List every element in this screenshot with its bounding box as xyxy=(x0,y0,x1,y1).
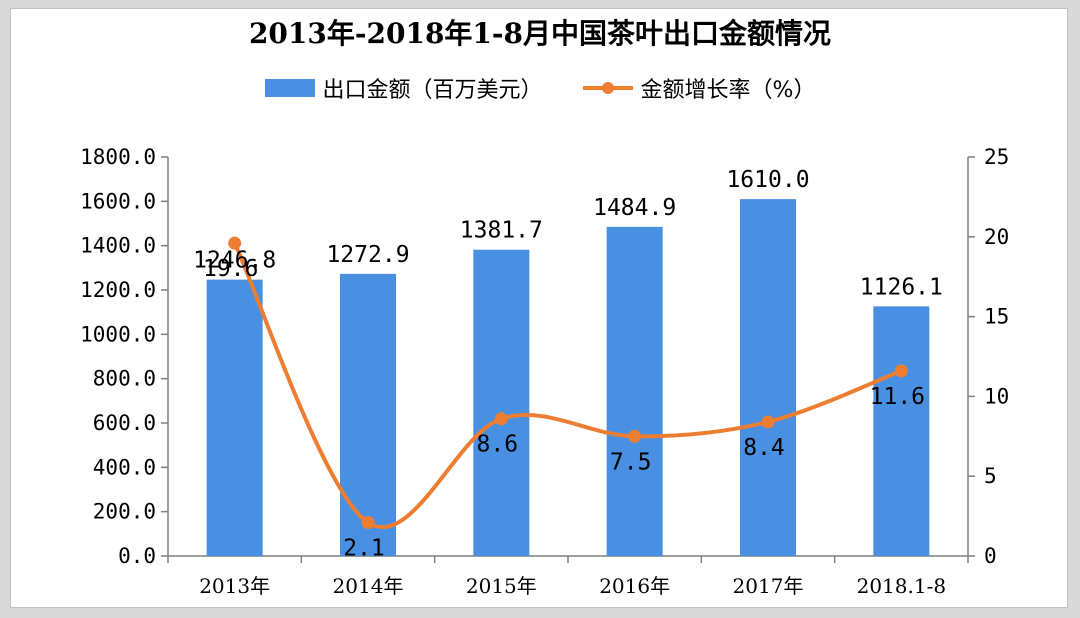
y-right-tick-label: 15 xyxy=(984,305,1009,329)
y-left-tick-label: 400.0 xyxy=(93,455,156,479)
growth-rate-point xyxy=(228,236,242,250)
y-right-tick-label: 10 xyxy=(984,384,1009,408)
legend-label-export-value: 出口金额（百万美元） xyxy=(322,78,543,103)
y-right-tick-label: 25 xyxy=(984,145,1009,169)
growth-rate-point xyxy=(628,429,642,443)
bar-export-value xyxy=(606,226,663,556)
growth-value-label: 7.5 xyxy=(610,449,652,475)
growth-value-label: 8.4 xyxy=(743,435,785,461)
legend-item-export-value: 出口金额（百万美元） xyxy=(264,72,543,104)
growth-value-label: 2.1 xyxy=(343,535,385,561)
y-left-tick-label: 1000.0 xyxy=(80,322,156,346)
legend-label-growth-rate: 金额增长率（%） xyxy=(640,78,816,103)
y-left-tick-label: 0.0 xyxy=(118,544,156,568)
y-right-tick-label: 20 xyxy=(984,225,1009,249)
y-left-tick-label: 1800.0 xyxy=(80,145,156,169)
legend-item-growth-rate: 金额增长率（%） xyxy=(582,72,816,104)
bar-value-label: 1272.9 xyxy=(326,242,409,268)
x-tick-label: 2013年 xyxy=(199,574,270,598)
growth-value-label: 8.6 xyxy=(477,432,519,458)
growth-rate-point xyxy=(494,412,508,426)
x-tick-label: 2018.1-8 xyxy=(857,574,946,598)
bar-value-label: 1484.9 xyxy=(593,195,676,221)
legend-bar-swatch xyxy=(264,79,315,97)
bar-export-value xyxy=(473,249,530,557)
y-left-tick-label: 1200.0 xyxy=(80,278,156,302)
growth-rate-point xyxy=(761,415,775,429)
growth-rate-point xyxy=(894,364,908,378)
chart-title: 2013年-2018年1-8月中国茶叶出口金额情况 xyxy=(248,17,832,50)
y-left-tick-label: 800.0 xyxy=(93,367,156,391)
legend-line-swatch xyxy=(582,79,633,97)
y-left-tick-label: 200.0 xyxy=(93,500,156,524)
bar-export-value xyxy=(873,306,930,556)
growth-value-label: 11.6 xyxy=(870,384,925,410)
y-right-tick-label: 0 xyxy=(984,544,997,568)
x-tick-label: 2015年 xyxy=(466,574,537,598)
growth-rate-point xyxy=(361,515,375,529)
x-tick-label: 2014年 xyxy=(333,574,404,598)
x-tick-label: 2016年 xyxy=(599,574,670,598)
bar-export-value xyxy=(340,273,396,556)
bar-value-label: 1246.8 xyxy=(193,248,276,274)
bar-value-label: 1610.0 xyxy=(726,167,809,193)
bar-value-label: 1381.7 xyxy=(460,218,543,244)
x-tick-label: 2017年 xyxy=(733,574,804,598)
growth-rate-line xyxy=(232,242,903,530)
y-right-tick-label: 5 xyxy=(984,464,997,488)
chart-legend: 出口金额（百万美元） 金额增长率（%） xyxy=(0,72,1080,104)
y-left-tick-label: 600.0 xyxy=(93,411,156,435)
y-left-tick-label: 1400.0 xyxy=(80,234,156,258)
bar-export-value xyxy=(740,199,796,556)
y-left-tick-label: 1600.0 xyxy=(80,189,156,213)
growth-value-label: 19.6 xyxy=(203,256,258,282)
bar-export-value xyxy=(206,279,263,556)
bar-value-label: 1126.1 xyxy=(860,274,943,300)
